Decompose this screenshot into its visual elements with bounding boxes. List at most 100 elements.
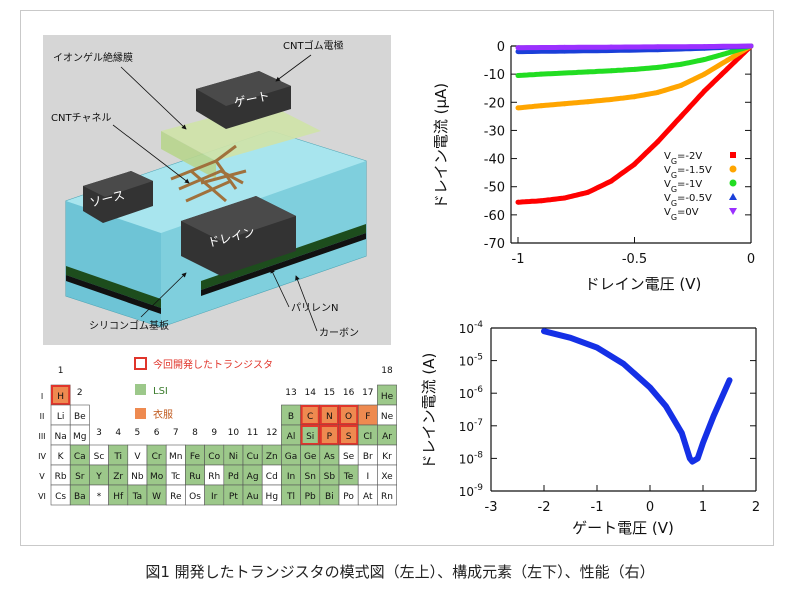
element-symbol: Ne <box>381 412 394 422</box>
legend-lsi: LSI <box>153 386 168 397</box>
figure-frame: イオンゲル絶縁膜 CNTゴム電極 CNTチャネル ゲート ソース ドレイン シリ… <box>20 10 774 546</box>
element-symbol: As <box>324 452 335 462</box>
chart2-series <box>541 328 733 465</box>
carbon-layer <box>201 224 366 290</box>
element-symbol: He <box>381 392 394 402</box>
data-point <box>632 161 637 167</box>
data-point <box>594 345 600 351</box>
element-symbol: Ca <box>74 452 86 462</box>
x-tick-label: 1 <box>699 500 707 515</box>
data-point <box>562 44 568 50</box>
element-symbol: Cs <box>55 492 66 502</box>
group-number: 13 <box>285 388 296 398</box>
element-symbol: P <box>327 432 333 442</box>
element-symbol: Ir <box>211 492 218 502</box>
period-number: IV <box>38 452 46 461</box>
element-symbol: O <box>345 412 352 422</box>
data-point <box>585 189 591 195</box>
element-symbol: Ag <box>247 472 259 482</box>
data-point <box>632 94 637 100</box>
element-symbol: Pb <box>305 492 316 502</box>
chart-drain-current-vs-voltage: 0-10-20-30-40-50-60-70 -1 -0.5 0 VG=-2VVG=… <box>432 40 755 293</box>
element-symbol: Bi <box>325 492 334 502</box>
y-tick-label: -50 <box>484 181 505 196</box>
y-tick-label: 10-5 <box>459 353 483 369</box>
label-ion-gel: イオンゲル絶縁膜 <box>53 51 133 64</box>
legend-marker <box>729 179 737 187</box>
element-symbol: Mg <box>73 432 86 442</box>
element-symbol: Li <box>57 412 65 422</box>
data-point <box>632 66 637 72</box>
developed-highlight <box>319 425 339 445</box>
label-parylene: パリレンN <box>291 302 338 314</box>
developed-highlight <box>319 405 339 425</box>
element-symbol: Pd <box>228 472 239 482</box>
group-number: 7 <box>173 428 179 438</box>
ion-gel-film <box>161 103 321 161</box>
element-symbol: Tc <box>170 472 180 482</box>
chart1-y-ticks: 0 -10 -20 -30 -40 -50 -60 -70 <box>484 40 751 252</box>
element-symbol: Hf <box>113 492 124 502</box>
data-point <box>678 113 684 119</box>
group-number: 3 <box>96 428 102 438</box>
legend-marker <box>729 208 737 215</box>
group-number: 14 <box>304 388 316 398</box>
element-symbol: Mn <box>169 452 182 462</box>
data-point <box>515 199 521 205</box>
developed-highlight <box>51 385 71 405</box>
element-symbol: Br <box>363 452 373 462</box>
label-carbon: カーボン <box>319 327 359 339</box>
element-symbol: Zn <box>266 452 278 462</box>
x-tick-label: 0 <box>646 500 654 515</box>
device-schematic: イオンゲル絶縁膜 CNTゴム電極 CNTチャネル ゲート ソース ドレイン シリ… <box>43 35 391 345</box>
data-point <box>608 44 614 50</box>
data-point <box>689 459 695 465</box>
gate-top <box>196 71 291 106</box>
data-point <box>647 384 653 390</box>
element-symbol: Ga <box>285 452 298 462</box>
legend-label: VG=0V <box>664 207 699 222</box>
chart2-x-ticks: -3 -2 -1 0 1 2 <box>485 485 760 515</box>
element-symbol: Ti <box>113 452 122 462</box>
element-symbol: V <box>134 452 141 462</box>
element-symbol: Sn <box>304 472 315 482</box>
group-number: 4 <box>115 428 121 438</box>
group-number: 6 <box>154 428 160 438</box>
group-number: 5 <box>135 428 141 438</box>
element-symbol: * <box>97 492 102 502</box>
x-tick-label: -2 <box>538 500 551 515</box>
period-number: VI <box>38 492 46 501</box>
group-number: 11 <box>247 428 258 438</box>
element-symbol: Si <box>306 432 314 442</box>
element-symbol: Cr <box>152 452 162 462</box>
figure-canvas: イオンゲル絶縁膜 CNTゴム電極 CNTチャネル ゲート ソース ドレイン シリ… <box>38 35 760 537</box>
element-symbol: Ge <box>304 452 317 462</box>
y-tick-label: 0 <box>497 40 505 55</box>
carbon-layer-left <box>66 266 161 308</box>
data-point <box>608 178 614 184</box>
element-symbol: Nb <box>131 472 144 482</box>
element-symbol: Mo <box>150 472 164 482</box>
element-symbol: Fe <box>190 452 201 462</box>
data-point <box>538 103 544 109</box>
x-tick-label: -3 <box>485 500 498 515</box>
y-tick-label: -40 <box>484 153 505 168</box>
data-point <box>725 57 731 63</box>
group-number: 18 <box>381 366 393 376</box>
data-point <box>663 403 669 409</box>
element-symbol: I <box>366 472 369 482</box>
data-point <box>608 96 614 102</box>
data-point <box>679 430 685 436</box>
element-symbol: Y <box>95 472 102 482</box>
y-tick-label: -60 <box>484 209 505 224</box>
data-point <box>515 105 521 111</box>
data-point <box>515 73 521 79</box>
chart1-x-ticks: -1 -0.5 0 <box>512 237 755 267</box>
drain-top <box>181 196 296 241</box>
data-point <box>711 413 717 419</box>
element-symbol: W <box>152 492 161 502</box>
legend-label: VG=-1.5V <box>664 165 712 180</box>
